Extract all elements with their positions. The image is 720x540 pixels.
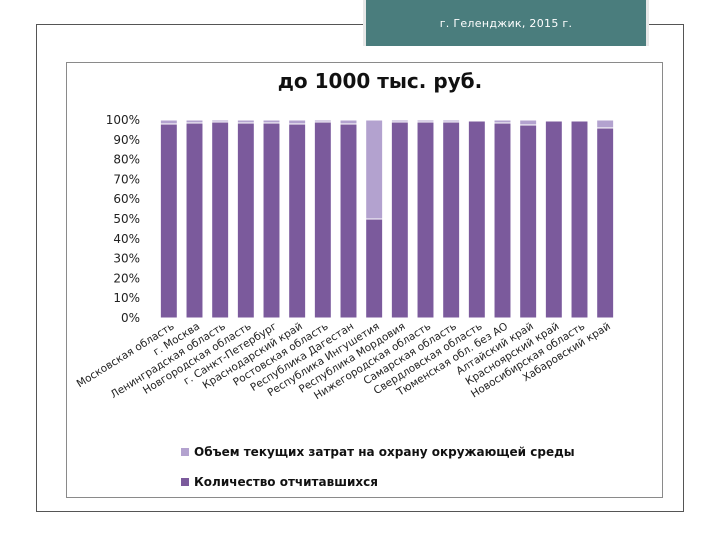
- bar-segment-reported: [288, 123, 307, 319]
- bar-segment-reported: [467, 120, 486, 319]
- bar-segment-expenses: [467, 119, 486, 122]
- bar-segment-expenses: [442, 119, 461, 123]
- y-tick-label: 60%: [113, 192, 140, 206]
- bar-segment-expenses: [211, 119, 230, 123]
- header-title: г. Геленджик, 2015 г.: [439, 16, 573, 30]
- legend-label: Объем текущих затрат на охрану окружающе…: [194, 445, 575, 459]
- bar-segment-expenses: [596, 119, 615, 129]
- y-tick-label: 50%: [113, 212, 140, 226]
- legend-swatch: [181, 478, 189, 486]
- bar-segment-expenses: [416, 119, 435, 123]
- legend: Объем текущих затрат на охрану окружающе…: [181, 445, 575, 489]
- bar-segment-expenses: [288, 119, 307, 125]
- bars: [159, 119, 615, 319]
- bar-segment-reported: [390, 121, 409, 319]
- y-tick-label: 10%: [113, 291, 140, 305]
- bar-segment-reported: [493, 122, 512, 319]
- chart-title: до 1000 тыс. руб.: [278, 69, 483, 93]
- bar-segment-expenses: [570, 119, 589, 122]
- bar-segment-expenses: [339, 119, 358, 125]
- bar-segment-reported: [544, 120, 563, 319]
- bar-segment-reported: [365, 218, 384, 319]
- bar-segment-expenses: [236, 119, 255, 124]
- bar-segment-expenses: [185, 119, 204, 124]
- y-tick-label: 100%: [106, 113, 140, 127]
- bar-segment-reported: [416, 121, 435, 319]
- bar-segment-reported: [159, 123, 178, 319]
- bar-segment-expenses: [390, 119, 409, 123]
- bar-segment-expenses: [544, 119, 563, 122]
- bar-segment-expenses: [313, 119, 332, 123]
- bar-segment-reported: [519, 124, 538, 319]
- bar-segment-expenses: [519, 119, 538, 126]
- bar-segment-expenses: [365, 119, 384, 220]
- bar-segment-reported: [211, 121, 230, 319]
- y-tick-label: 40%: [113, 232, 140, 246]
- y-tick-label: 20%: [113, 271, 140, 285]
- bar-segment-expenses: [493, 119, 512, 124]
- y-tick-label: 70%: [113, 172, 140, 186]
- header-box: г. Геленджик, 2015 г.: [363, 0, 649, 46]
- y-tick-label: 0%: [121, 311, 140, 325]
- bar-segment-reported: [596, 127, 615, 319]
- bar-segment-reported: [262, 122, 281, 319]
- y-tick-label: 80%: [113, 153, 140, 167]
- legend-label: Количество отчитавшихся: [194, 475, 378, 489]
- bar-segment-reported: [442, 121, 461, 319]
- bar-segment-reported: [570, 120, 589, 319]
- bar-segment-reported: [236, 122, 255, 319]
- bar-segment-reported: [313, 121, 332, 319]
- bar-segment-expenses: [159, 119, 178, 125]
- y-axis: 0% 10% 20% 30% 40% 50% 60% 70% 80% 90% 100%: [106, 113, 140, 325]
- bar-segment-expenses: [262, 119, 281, 124]
- bar-segment-reported: [185, 122, 204, 319]
- legend-swatch: [181, 448, 189, 456]
- bar-segment-reported: [339, 123, 358, 319]
- y-tick-label: 30%: [113, 252, 140, 266]
- y-tick-label: 90%: [113, 133, 140, 147]
